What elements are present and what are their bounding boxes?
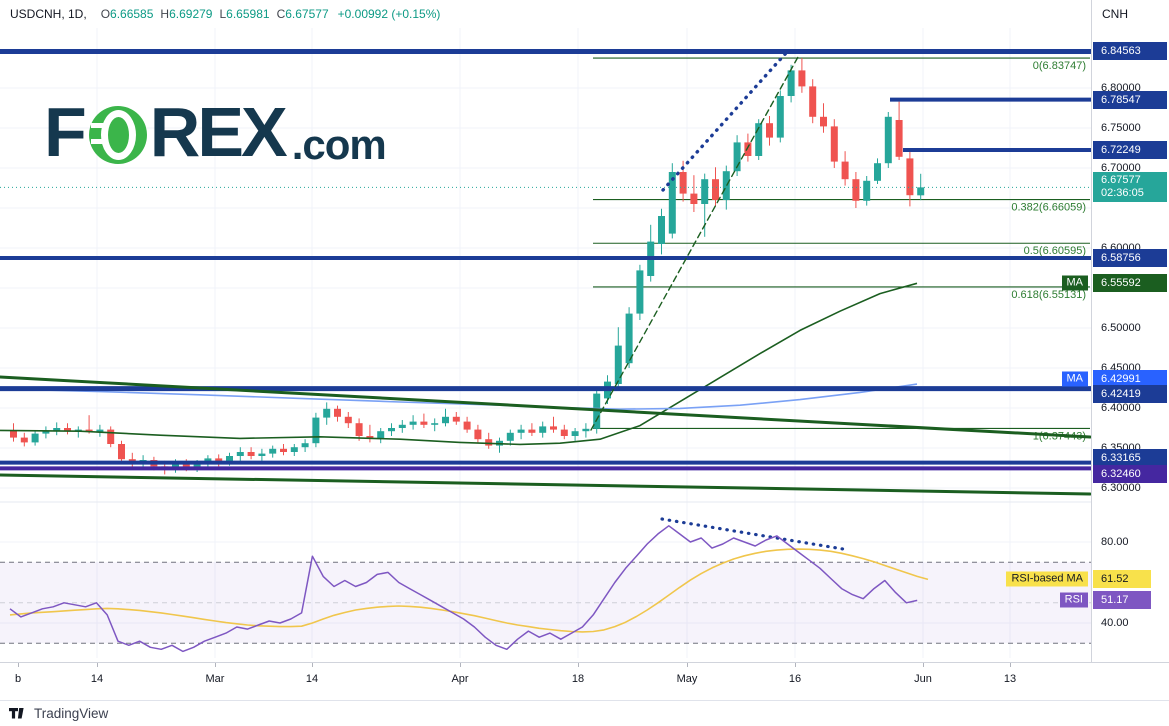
price-level-badge: 6.42419: [1093, 384, 1167, 403]
price-axis-panel[interactable]: CNH 6.800006.750006.700006.600006.500006…: [1091, 0, 1169, 662]
svg-text:0.382(6.66059): 0.382(6.66059): [1011, 202, 1086, 214]
time-tick-mark: [18, 663, 19, 667]
tradingview-logo-icon: [9, 707, 24, 718]
time-tick-mark: [1010, 663, 1011, 667]
time-tick-label: May: [676, 673, 698, 685]
price-level-badge: 6.84563: [1093, 42, 1167, 61]
price-level-badge: 6.78547: [1093, 90, 1167, 109]
attribution-bar: TradingView: [0, 700, 1169, 726]
time-tick-label: 14: [305, 673, 319, 685]
time-tick-label: 14: [90, 673, 104, 685]
svg-text:0.5(6.60595): 0.5(6.60595): [1024, 245, 1086, 257]
price-tick-label: 6.70000: [1101, 162, 1141, 174]
price-level-badge: 6.72249: [1093, 141, 1167, 159]
forex-logo-strike-1: [90, 122, 108, 128]
time-tick-mark: [312, 663, 313, 667]
ma-label-badge: MA: [1061, 275, 1088, 291]
change-value: +0.00992 (+0.15%): [337, 7, 441, 21]
price-tick-label: 6.40000: [1101, 402, 1141, 414]
time-tick-label: Jun: [914, 673, 932, 685]
rsi-label-badge: RSI: [1059, 592, 1088, 608]
ohlc-item: C6.67577: [276, 7, 329, 21]
price-level-badge: 6.33165: [1093, 448, 1167, 467]
price-level-badge: 6.32460: [1093, 465, 1167, 484]
price-level-badge: 6.55592: [1093, 274, 1167, 293]
forex-logo-ring: [100, 109, 136, 160]
time-tick-label: 16: [788, 673, 802, 685]
rsi-tick-label: 40.00: [1101, 617, 1129, 629]
price-tick-label: 6.75000: [1101, 122, 1141, 134]
ohlc-item: O6.66585: [100, 7, 154, 21]
chart-canvas[interactable]: 0(6.83747) 0.382(6.66059) 0.5(6.60595) 0.61…: [0, 0, 1091, 662]
rsi-label-badge: RSI-based MA: [1006, 571, 1088, 587]
price-level-badge: 6.42991: [1093, 370, 1167, 389]
tradingview-label[interactable]: TradingView: [34, 706, 109, 721]
time-tick-mark: [578, 663, 579, 667]
ohlc-values: O6.66585 H6.69279 L6.65981 C6.67577: [101, 7, 336, 21]
time-tick-mark: [687, 663, 688, 667]
svg-text:0.618(6.55131): 0.618(6.55131): [1011, 289, 1086, 301]
time-tick-label: 13: [1003, 673, 1017, 685]
svg-text:0(6.83747): 0(6.83747): [1033, 60, 1086, 72]
time-tick-mark: [215, 663, 216, 667]
time-tick-mark: [460, 663, 461, 667]
symbol-legend: USDCNH, 1D, O6.66585 H6.69279 L6.65981 C6.6…: [10, 7, 440, 21]
time-tick-label: Mar: [205, 673, 225, 685]
ma-label-badge: MA: [1061, 371, 1088, 387]
rsi-value-badge: 61.52: [1093, 570, 1151, 589]
time-tick-label: b: [14, 673, 22, 685]
forex-logo-text-rex: REX: [149, 93, 288, 171]
time-tick-mark: [923, 663, 924, 667]
price-level-badge: 6.58756: [1093, 248, 1167, 267]
current-price-badge: 6.67577 02:36:05: [1093, 172, 1167, 203]
forex-logo-o-icon: [88, 105, 147, 164]
rsi-value-badge: 51.17: [1093, 591, 1151, 610]
time-axis[interactable]: b 14 Mar 14 Apr 18 May 16 Jun 13: [0, 662, 1169, 700]
price-tick-label: 6.50000: [1101, 322, 1141, 334]
time-tick-label: 18: [571, 673, 585, 685]
ohlc-item: H6.69279: [160, 7, 213, 21]
forex-logo: F REX .com: [44, 93, 387, 171]
forex-logo-strike-2: [90, 138, 108, 144]
price-tick-label: 6.30000: [1101, 482, 1141, 494]
time-tick-mark: [97, 663, 98, 667]
time-tick-label: Apr: [451, 673, 469, 685]
currency-label: CNH: [1102, 7, 1128, 21]
forex-logo-text-com: .com: [291, 121, 387, 168]
symbol-title[interactable]: USDCNH, 1D,: [10, 7, 87, 21]
ohlc-item: L6.65981: [219, 7, 270, 21]
rsi-tick-label: 80.00: [1101, 536, 1129, 548]
time-tick-mark: [795, 663, 796, 667]
forex-logo-text-f: F: [44, 93, 87, 171]
